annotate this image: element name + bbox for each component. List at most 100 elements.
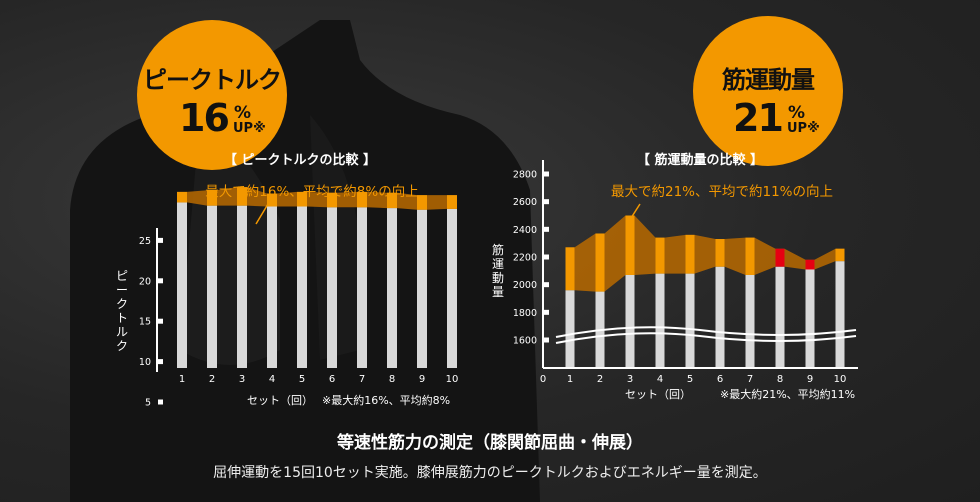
y-tick-label: 25 <box>139 236 151 247</box>
y-tick-mark <box>158 359 163 365</box>
x-tick-label: 3 <box>627 374 633 385</box>
y-tick-label: 2000 <box>513 280 537 291</box>
x-tick-label: 8 <box>389 374 395 385</box>
x-tick-label: 3 <box>239 374 245 385</box>
y-axis-label-char: ピ <box>116 269 128 283</box>
y-tick-label: 5 <box>145 398 151 409</box>
chart-subtitle: 【 筋運動量の比較 】 <box>637 152 763 168</box>
bar-base <box>745 274 755 368</box>
x-tick-label: 6 <box>329 374 335 385</box>
bar-gain <box>357 191 367 208</box>
x-tick-label: 2 <box>209 374 215 385</box>
bar-gain <box>387 192 397 209</box>
bar-base <box>447 208 457 368</box>
y-axis-label-char: ト <box>116 311 128 325</box>
y-tick-mark <box>544 337 549 343</box>
badge-percent: % <box>234 103 252 123</box>
bar-gain <box>625 215 635 275</box>
y-tick-mark <box>158 399 163 405</box>
badge-percent: % <box>788 103 806 123</box>
bar-base <box>177 202 187 368</box>
bar-gain <box>595 233 605 292</box>
y-tick-mark <box>544 226 549 232</box>
bar-gain <box>835 248 845 262</box>
bar-gain <box>805 259 815 270</box>
bar-gain <box>775 248 785 267</box>
bar-base <box>357 207 367 368</box>
y-tick-label: 1800 <box>513 308 537 319</box>
y-tick-mark <box>544 171 549 177</box>
bar-gain <box>417 195 427 210</box>
y-axis-label-char: ク <box>116 339 128 353</box>
bar-base <box>835 261 845 368</box>
bar-gain <box>237 187 247 206</box>
badge-up-label: UP※ <box>787 121 820 136</box>
bar-gain <box>297 191 307 207</box>
axis-break-wave <box>555 326 857 338</box>
bar-base <box>417 209 427 368</box>
x-tick-label: 8 <box>777 374 783 385</box>
y-axis-label-char: 筋 <box>492 242 504 257</box>
peak-torque-chart: 1 2 3 4 5 6 7 8 9 10 5 10 15 20 25 ピークトルク 【 ピークトルクの比較 】最… <box>116 152 459 409</box>
annotation-pointer <box>255 203 269 225</box>
chart-annotation: 最大で約21%、平均で約11%の向上 <box>611 184 833 200</box>
bar-gain <box>327 192 337 208</box>
chart-subtitle: 【 ピークトルクの比較 】 <box>224 152 376 168</box>
bar-gain <box>655 237 665 274</box>
bar-gain <box>177 191 187 203</box>
bar-gain <box>565 247 575 291</box>
y-tick-label: 2600 <box>513 197 537 208</box>
x-tick-label: 10 <box>834 374 847 385</box>
caption-text: 屈伸運動を15回10セット実施。膝伸展筋力のピークトルクおよびエネルギー量を測定… <box>213 465 767 481</box>
y-tick-mark <box>544 282 549 288</box>
x-tick-label: 1 <box>567 374 573 385</box>
bar-base <box>565 290 575 368</box>
x-tick-label: 4 <box>269 374 275 385</box>
y-tick-mark <box>158 278 163 284</box>
x-tick-label: 9 <box>419 374 425 385</box>
x-tick-label: 9 <box>807 374 813 385</box>
x-tick-label: 10 <box>446 374 459 385</box>
y-tick-mark <box>544 199 549 205</box>
bar-base <box>775 266 785 368</box>
x-axis-label: セット（回） <box>247 394 313 407</box>
bar-base <box>655 273 665 368</box>
energy-chart: 1 2 3 4 5 6 7 8 9 10 1600 1800 2000 2200 2400 2600 2800 0… <box>492 152 858 401</box>
y-tick-label: 1600 <box>513 336 537 347</box>
y-axis-label-char: ク <box>116 297 128 311</box>
badge-number: 16 <box>179 96 230 140</box>
y-tick-mark <box>544 254 549 260</box>
y-axis-label-char: ー <box>116 283 128 297</box>
bar-base <box>267 206 277 368</box>
x-tick-label: 2 <box>597 374 603 385</box>
x-tick-label: 6 <box>717 374 723 385</box>
x-tick-label: 1 <box>179 374 185 385</box>
bar-gain <box>685 234 695 274</box>
x-tick-label: 5 <box>687 374 693 385</box>
y-tick-label: 2800 <box>513 170 537 181</box>
x-tick-label: 4 <box>657 374 663 385</box>
y-axis-label-char: ル <box>116 325 128 339</box>
bar-base <box>625 274 635 368</box>
bar-base <box>685 273 695 368</box>
y-tick-label: 15 <box>139 317 151 328</box>
y-axis-label-char: 量 <box>492 285 504 299</box>
y-tick-mark <box>544 309 549 315</box>
chart-annotation: 最大で約16%、平均で約8%の向上 <box>205 184 418 200</box>
bar-gain <box>715 239 725 267</box>
bar-base <box>237 205 247 368</box>
badge-number: 21 <box>733 96 784 140</box>
x-origin-label: 0 <box>540 374 546 385</box>
badge-title: ピークトルク <box>143 66 282 94</box>
annotation-pointer <box>630 203 641 219</box>
y-tick-mark <box>158 237 163 243</box>
axis-break-wave <box>555 332 857 344</box>
bar-gain <box>447 195 457 209</box>
y-tick-label: 2200 <box>513 253 537 264</box>
energy-badge: 筋運動量 21 % UP※ <box>693 16 843 166</box>
x-tick-label: 5 <box>299 374 305 385</box>
bar-base <box>715 266 725 368</box>
x-tick-label: 7 <box>747 374 753 385</box>
bar-base <box>207 205 217 368</box>
y-axis-label-char: 動 <box>492 271 504 285</box>
